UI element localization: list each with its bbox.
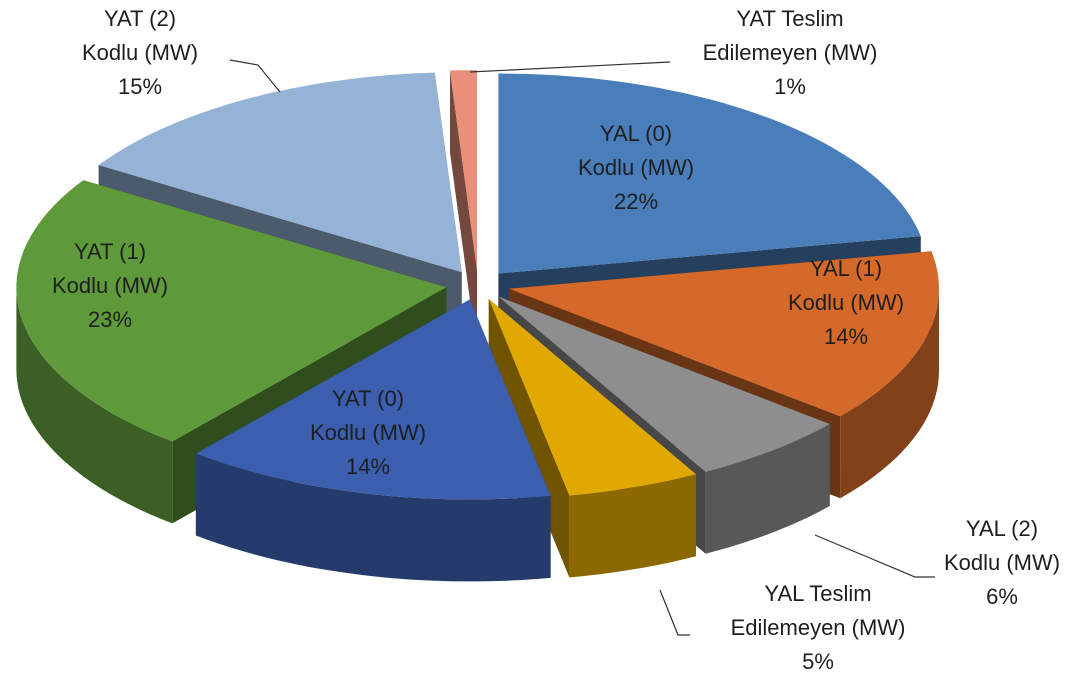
label-line: YAT (2) — [104, 6, 176, 31]
label-line: Kodlu (MW) — [52, 273, 168, 298]
leader-line — [814, 534, 935, 578]
leader-line — [229, 59, 281, 93]
label-line: YAL (0) — [600, 121, 672, 146]
leader-line — [659, 589, 690, 636]
label-line: Edilemeyen (MW) — [731, 615, 906, 640]
label-line: YAL (1) — [810, 256, 882, 281]
label-line: YAL Teslim — [764, 581, 871, 606]
slice-label: YAT (0) Kodlu (MW) — [310, 386, 426, 445]
slice-wall — [705, 424, 830, 554]
value-label: 23% — [88, 307, 132, 332]
value-label: 14% — [346, 454, 390, 479]
slice — [498, 73, 921, 274]
slice — [488, 299, 696, 496]
label-line: Kodlu (MW) — [82, 40, 198, 65]
slice-label: YAL Teslim Edilemeyen (MW) — [731, 581, 906, 640]
value-label: 5% — [802, 649, 834, 674]
value-label: 14% — [824, 324, 868, 349]
value-label: 6% — [986, 584, 1018, 609]
slice-wall — [16, 287, 173, 524]
value-label: 15% — [118, 74, 162, 99]
label-line: YAL (2) — [966, 516, 1038, 541]
value-label: 1% — [774, 74, 806, 99]
label-line: Kodlu (MW) — [578, 155, 694, 180]
slice — [195, 299, 551, 500]
slice-side — [450, 70, 477, 353]
slice-label: YAT (1) Kodlu (MW) — [52, 239, 168, 298]
slice — [98, 72, 462, 273]
label-line: Kodlu (MW) — [310, 420, 426, 445]
slice-label: YAT Teslim Edilemeyen (MW) — [703, 6, 878, 65]
label-line: Edilemeyen (MW) — [703, 40, 878, 65]
slice-wall — [195, 453, 551, 582]
slice-wall — [840, 288, 939, 499]
slice-label: YAT (2) Kodlu (MW) — [82, 6, 198, 65]
slice — [450, 70, 477, 271]
slice-label: YAL (1) Kodlu (MW) — [788, 256, 904, 315]
label-line: YAT (0) — [332, 386, 404, 411]
slice — [509, 251, 939, 417]
label-line: Kodlu (MW) — [944, 550, 1060, 575]
value-label: 22% — [614, 189, 658, 214]
label-line: YAT (1) — [74, 239, 146, 264]
slice-label: YAL (0) Kodlu (MW) — [578, 121, 694, 180]
slice — [498, 296, 830, 472]
slice — [16, 180, 447, 442]
label-line: Kodlu (MW) — [788, 290, 904, 315]
leader-line — [469, 61, 671, 73]
slice-wall — [569, 474, 696, 578]
slice-label: YAL (2) Kodlu (MW) — [944, 516, 1060, 575]
label-line: YAT Teslim — [736, 6, 843, 31]
